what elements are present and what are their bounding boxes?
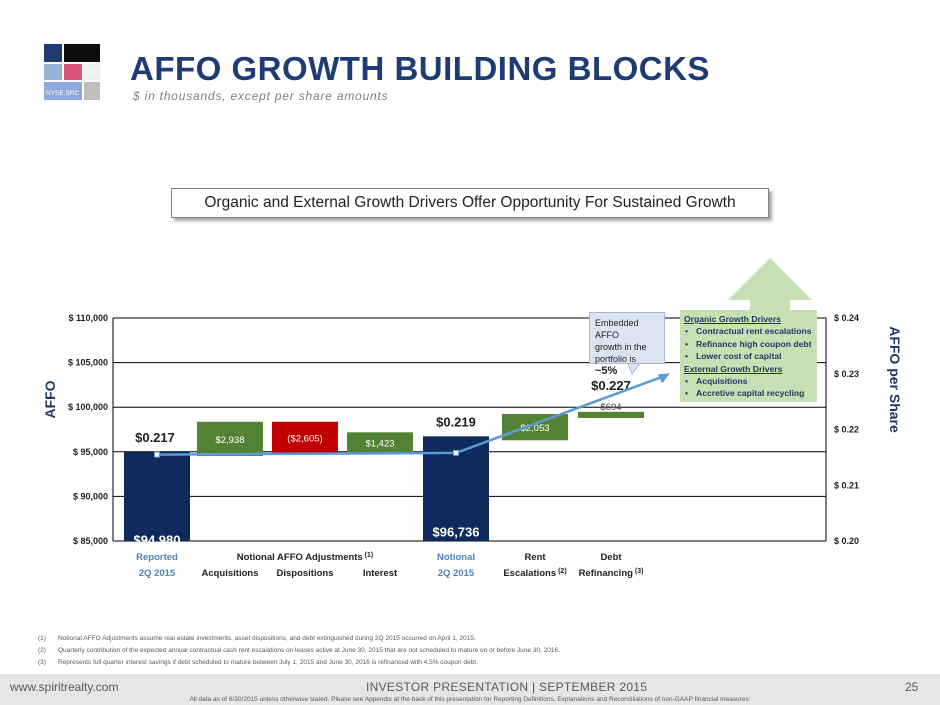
footer-disclaimer: All data as of 6/30/2015 unless otherwis…	[189, 696, 751, 703]
category-label-line2: 2Q 2015	[139, 568, 176, 579]
category-label-line1: Debt	[600, 552, 622, 563]
footnotes: (1) Notional AFFO Adjustments assume real…	[38, 633, 560, 669]
embedded-growth-callout: Embedded AFFO growth in the portfolio is…	[589, 312, 665, 377]
external-driver-item: Acquisitions	[684, 375, 813, 388]
category-superscript: (2)	[556, 568, 567, 575]
footer-bar	[0, 674, 940, 705]
footnote-text: Quarterly contribution of the expected a…	[58, 647, 560, 654]
page-number: 25	[905, 680, 919, 694]
external-drivers-title: External Growth Drivers	[684, 363, 783, 374]
y-tick-label: $ 110,000	[68, 313, 108, 323]
waterfall-bar	[502, 414, 568, 441]
organic-drivers-title: Organic Growth Drivers	[684, 314, 781, 324]
headline-box: Organic and External Growth Drivers Offe…	[171, 188, 769, 218]
callout-value: ~5%	[595, 365, 618, 377]
callout-line-1: Embedded AFFO	[595, 318, 639, 340]
external-driver-item: Accretive capital recycling	[684, 387, 813, 400]
footnote: (2) Quarterly contribution of the expecte…	[38, 645, 560, 657]
category-label-line2: Escalations (2)	[503, 568, 566, 579]
bar-value-label: $1,423	[365, 439, 394, 450]
per-share-marker	[154, 451, 160, 458]
footnote: (3) Represents full quarter interest savi…	[38, 657, 560, 669]
bar-value-label: $2,053	[520, 423, 549, 434]
footnote-number: (3)	[38, 659, 46, 666]
logo-text: NYSE:SRC	[46, 90, 80, 97]
organic-driver-item: Refinance high coupon debt	[684, 338, 813, 351]
category-label-line2: Interest	[363, 568, 398, 579]
category-label-line2: Acquisitions	[201, 568, 258, 579]
waterfall-bar	[124, 451, 190, 541]
y2-tick-label: $ 0.24	[834, 313, 859, 323]
footnote-text: Represents full quarter interest savings…	[58, 659, 478, 666]
y-tick-label: $ 95,000	[73, 447, 108, 457]
category-label-line1: Rent	[524, 552, 546, 563]
waterfall-bar	[347, 432, 413, 454]
footnote: (1) Notional AFFO Adjustments assume real…	[38, 633, 560, 645]
growth-drivers-box: Organic Growth Drivers Contractual rent …	[680, 310, 817, 402]
y-tick-label: $ 85,000	[73, 536, 108, 546]
y2-axis-title: AFFO per Share	[887, 326, 903, 433]
per-share-marker	[453, 449, 459, 456]
callout-line-3: portfolio is	[595, 354, 637, 364]
company-logo: NYSE:SRC	[44, 44, 100, 100]
page-subtitle: $ in thousands, except per share amounts	[133, 89, 389, 103]
bar-value-label: ($2,605)	[287, 433, 322, 444]
footer-url[interactable]: www.spiritrealty.com	[10, 680, 119, 694]
category-label-line1: Notional AFFO Adjustments (1)	[237, 552, 373, 563]
callout-line-2: growth in the	[595, 342, 647, 352]
y2-tick-label: $ 0.20	[834, 536, 859, 546]
organic-driver-item: Contractual rent escalations	[684, 325, 813, 338]
y-tick-label: $ 105,000	[68, 358, 108, 368]
per-share-label: $0.227	[591, 378, 631, 393]
y2-tick-label: $ 0.21	[834, 480, 859, 490]
category-superscript: (1)	[363, 552, 374, 559]
waterfall-bar	[272, 421, 338, 454]
footer-presentation-title: INVESTOR PRESENTATION | SEPTEMBER 2015	[366, 680, 648, 694]
bar-value-label: $694	[600, 402, 621, 413]
category-label-line2: Refinancing (3)	[579, 568, 644, 579]
footnote-text: Notional AFFO Adjustments assume real es…	[58, 635, 476, 642]
page-title: AFFO GROWTH BUILDING BLOCKS	[130, 50, 710, 87]
per-share-arrowhead	[658, 373, 670, 384]
bar-value-label: $94,980	[134, 532, 181, 547]
organic-driver-item: Lower cost of capital	[684, 350, 813, 363]
bar-value-label: $2,938	[215, 435, 244, 446]
waterfall-bar	[578, 411, 644, 419]
category-label-line2: Dispositions	[276, 568, 333, 579]
y2-tick-label: $ 0.23	[834, 369, 859, 379]
y2-tick-label: $ 0.22	[834, 425, 859, 435]
waterfall-bar	[197, 421, 263, 456]
per-share-label: $0.217	[135, 430, 175, 445]
category-label-line2: 2Q 2015	[438, 568, 475, 579]
footnote-number: (1)	[38, 635, 46, 642]
bar-value-label: $96,736	[433, 525, 480, 540]
footnote-number: (2)	[38, 647, 46, 654]
category-label-line1: Reported	[136, 552, 178, 563]
category-superscript: (3)	[633, 568, 644, 575]
y-axis-title: AFFO	[42, 380, 58, 418]
category-label-line1: Notional	[437, 552, 475, 563]
y-tick-label: $ 90,000	[73, 491, 108, 501]
per-share-label: $0.219	[436, 414, 476, 429]
y-tick-label: $ 100,000	[68, 402, 108, 412]
